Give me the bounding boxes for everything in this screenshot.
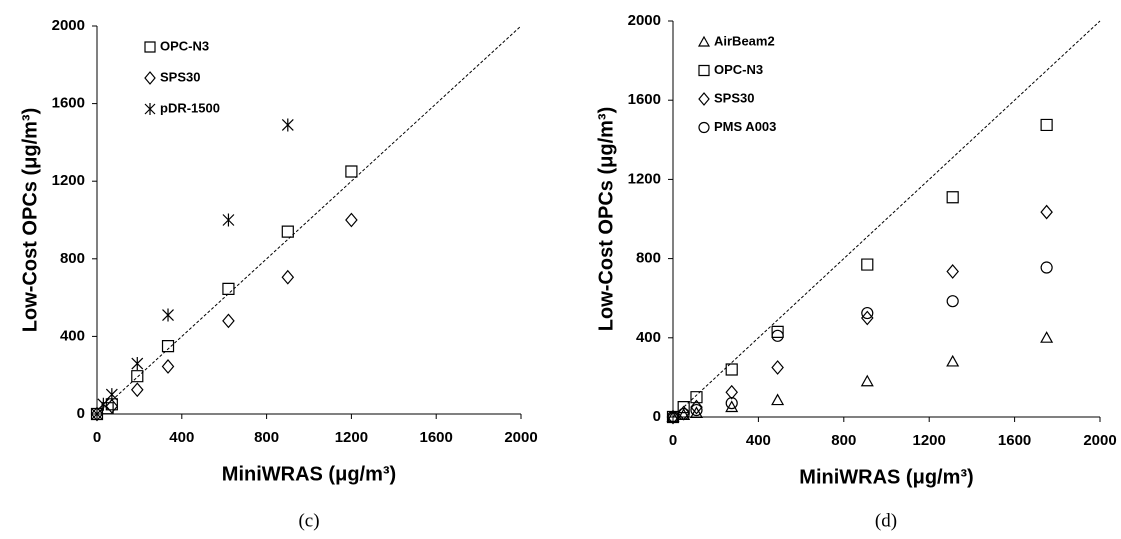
x-tick-label: 1600 bbox=[420, 429, 453, 446]
data-point bbox=[97, 397, 110, 411]
x-tick-label: 0 bbox=[93, 429, 101, 446]
y-tick-label: 0 bbox=[653, 408, 661, 425]
legend-label: OPC-N3 bbox=[160, 38, 209, 53]
legend-marker bbox=[144, 41, 156, 53]
y-tick-label: 2000 bbox=[52, 17, 85, 34]
data-point bbox=[91, 407, 103, 421]
legend-marker bbox=[697, 35, 711, 47]
x-tick-label: 1200 bbox=[913, 432, 946, 449]
data-point bbox=[345, 212, 358, 228]
data-point bbox=[105, 388, 118, 402]
data-point bbox=[690, 391, 703, 404]
y-tick-label: 800 bbox=[60, 250, 85, 267]
data-point bbox=[677, 408, 690, 421]
data-point bbox=[725, 363, 738, 376]
data-point bbox=[771, 329, 784, 342]
data-point bbox=[725, 400, 739, 413]
y-tick-label: 400 bbox=[60, 327, 85, 344]
data-point bbox=[1040, 204, 1053, 220]
data-point bbox=[281, 269, 295, 285]
x-tick-label: 1600 bbox=[998, 432, 1031, 449]
legend-marker bbox=[144, 103, 156, 115]
x-axis-label: MiniWRAS (μg/m³) bbox=[799, 466, 973, 488]
data-point bbox=[130, 382, 144, 398]
data-point bbox=[222, 282, 235, 295]
x-tick-label: 800 bbox=[831, 432, 856, 449]
x-tick-label: 0 bbox=[669, 432, 677, 449]
identity-line bbox=[672, 20, 1101, 418]
data-point bbox=[946, 354, 960, 367]
legend-label: SPS30 bbox=[714, 90, 754, 105]
data-point bbox=[771, 360, 784, 375]
data-point bbox=[725, 384, 738, 400]
data-point bbox=[725, 397, 738, 410]
data-point bbox=[345, 165, 358, 178]
data-point bbox=[222, 313, 235, 329]
data-point bbox=[161, 359, 175, 374]
x-tick-label: 400 bbox=[169, 429, 194, 446]
legend-label: PMS A003 bbox=[714, 119, 776, 134]
caption: (d) bbox=[875, 510, 897, 531]
x-tick-label: 1200 bbox=[335, 429, 368, 446]
legend-label: pDR-1500 bbox=[160, 100, 220, 115]
x-tick-label: 800 bbox=[254, 429, 279, 446]
data-point bbox=[162, 308, 174, 322]
legend-label: AirBeam2 bbox=[714, 33, 775, 48]
data-point bbox=[861, 258, 874, 271]
data-point bbox=[281, 225, 294, 238]
identity-line bbox=[96, 25, 522, 415]
data-point bbox=[666, 410, 680, 422]
data-point bbox=[860, 310, 874, 326]
data-point bbox=[131, 370, 144, 383]
data-point bbox=[861, 307, 874, 320]
data-point bbox=[131, 357, 144, 371]
legend-label: OPC-N3 bbox=[714, 62, 763, 77]
data-point bbox=[689, 406, 704, 419]
legend-marker bbox=[698, 92, 710, 106]
y-tick-label: 1200 bbox=[52, 172, 85, 189]
y-axis-label: Low-Cost OPCs (μg/m³) bbox=[595, 107, 617, 331]
legend-label: SPS30 bbox=[160, 69, 200, 84]
y-tick-label: 2000 bbox=[628, 12, 661, 29]
legend-marker bbox=[144, 71, 156, 85]
data-point bbox=[946, 295, 959, 308]
y-tick-label: 400 bbox=[636, 329, 661, 346]
x-axis-label: MiniWRAS (μg/m³) bbox=[222, 463, 396, 485]
y-axis-label: Low-Cost OPCs (μg/m³) bbox=[19, 108, 41, 332]
x-tick-label: 2000 bbox=[1083, 432, 1116, 449]
caption: (c) bbox=[298, 510, 319, 531]
x-tick-label: 2000 bbox=[504, 429, 537, 446]
data-point bbox=[161, 340, 175, 353]
data-point bbox=[666, 409, 680, 425]
data-point bbox=[946, 264, 959, 279]
data-point bbox=[690, 399, 703, 415]
legend-marker bbox=[698, 64, 710, 77]
y-tick-label: 0 bbox=[77, 405, 85, 422]
data-point bbox=[1040, 331, 1054, 343]
data-point bbox=[281, 118, 294, 132]
data-point bbox=[860, 374, 874, 387]
y-tick-label: 800 bbox=[636, 250, 661, 267]
data-point bbox=[690, 404, 703, 417]
data-point bbox=[946, 191, 959, 204]
data-point bbox=[222, 213, 235, 227]
data-point bbox=[1040, 118, 1053, 132]
data-point bbox=[105, 398, 119, 414]
data-point bbox=[771, 393, 785, 406]
x-tick-label: 400 bbox=[746, 432, 771, 449]
y-tick-label: 1600 bbox=[52, 95, 85, 112]
y-tick-label: 1200 bbox=[628, 170, 661, 187]
legend-marker bbox=[698, 121, 710, 134]
data-point bbox=[1040, 261, 1053, 274]
data-point bbox=[666, 410, 680, 424]
y-tick-label: 1600 bbox=[628, 91, 661, 108]
